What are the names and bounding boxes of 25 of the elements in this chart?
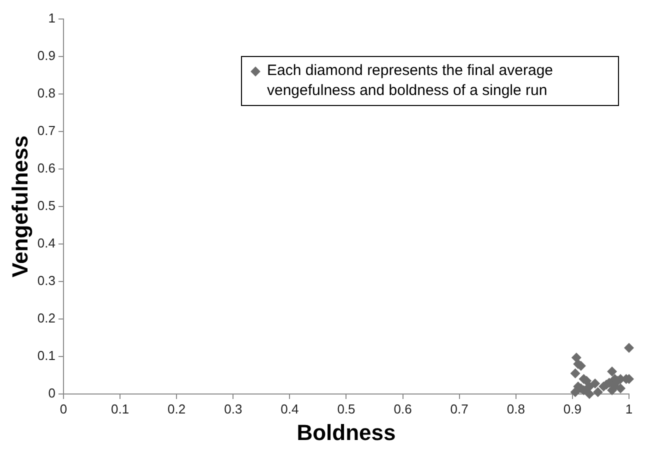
x-tick-label: 0.5 — [337, 401, 356, 416]
y-tick-label: 0.6 — [37, 160, 56, 176]
x-tick-label: 0.2 — [168, 401, 186, 416]
y-axis-title: Vengefulness — [7, 135, 32, 278]
y-tick-label: 0.2 — [37, 310, 56, 326]
y-tick-label: 0.3 — [37, 273, 56, 288]
x-tick-label: 1 — [625, 401, 633, 416]
y-tick-label: 0.8 — [37, 85, 56, 100]
x-tick-label: 0.1 — [110, 401, 130, 416]
y-tick-label: 0.5 — [37, 198, 56, 213]
x-tick-label: 0.3 — [224, 401, 242, 416]
x-tick-label: 0.8 — [506, 401, 525, 416]
y-tick-label: 0.1 — [37, 348, 56, 364]
y-tick-label: 1 — [48, 10, 56, 26]
x-tick-label: 0 — [60, 401, 68, 416]
x-tick-label: 0.4 — [280, 401, 299, 416]
x-tick-label: 0.6 — [394, 401, 412, 416]
y-tick-label: 0.7 — [37, 122, 56, 138]
legend-label: Each diamond represents the final average vengefulness and boldness of a single run — [267, 61, 554, 101]
y-tick-label: 0.9 — [37, 48, 56, 63]
x-tick-label: 0.7 — [450, 401, 468, 416]
y-tick-label: 0.4 — [37, 236, 56, 250]
y-tick-label: 0 — [48, 386, 56, 401]
x-axis-title: Boldness — [296, 420, 396, 445]
x-tick-label: 0.9 — [563, 401, 582, 416]
